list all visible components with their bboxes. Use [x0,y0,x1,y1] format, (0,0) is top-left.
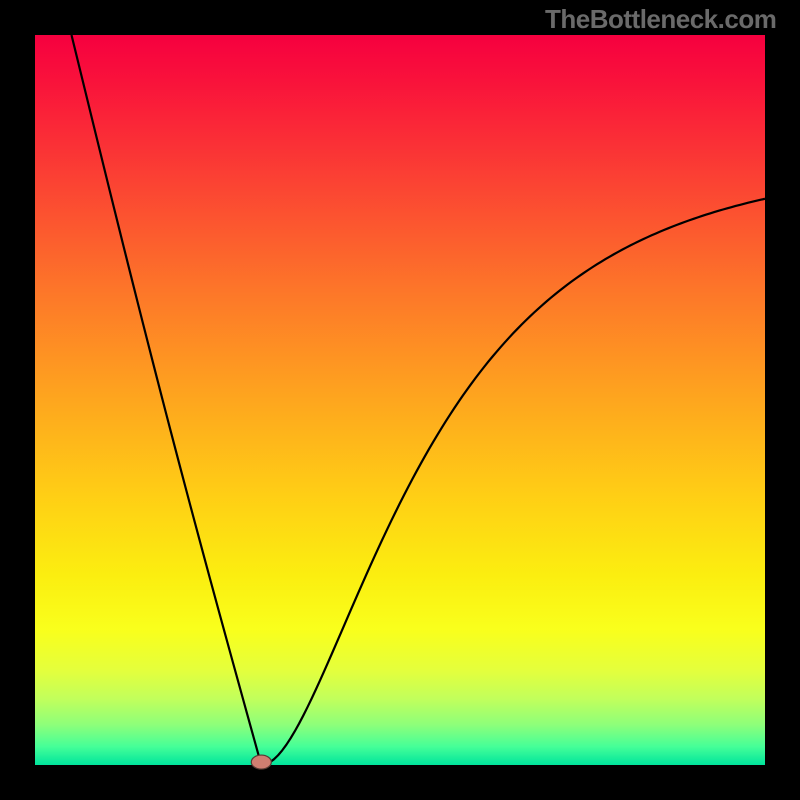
optimum-marker [251,755,271,769]
bottleneck-chart [0,0,800,800]
watermark-text: TheBottleneck.com [545,4,776,35]
gradient-background [35,35,765,765]
